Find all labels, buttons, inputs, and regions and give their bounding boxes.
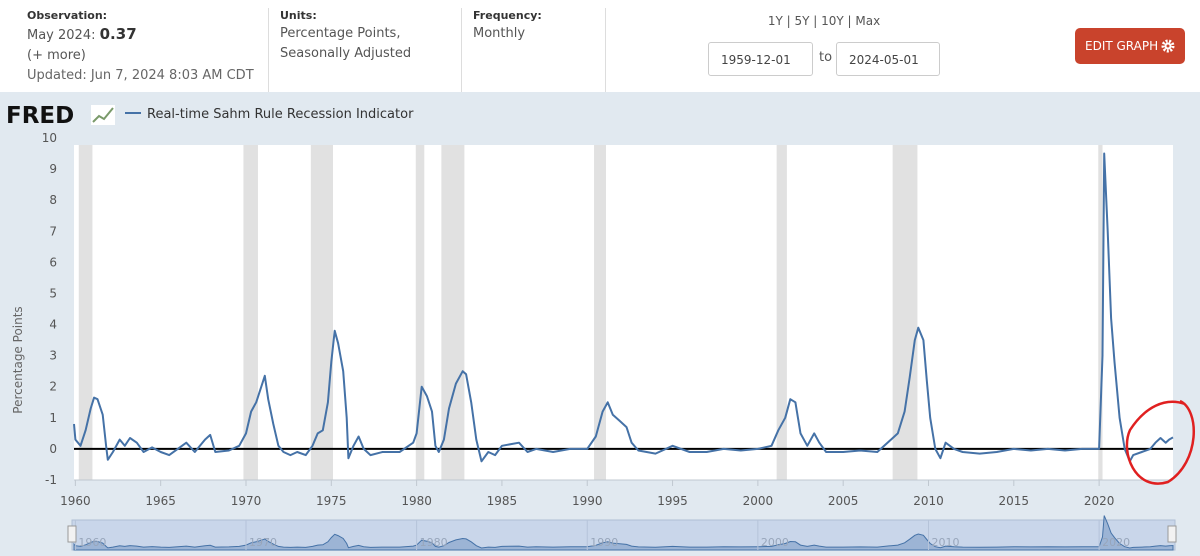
x-tick-label: 1995 [657, 494, 688, 508]
recession-band [594, 145, 607, 480]
y-tick-label: 7 [49, 224, 57, 238]
navigator-label: 1980 [420, 536, 448, 549]
y-tick-label: 1 [49, 411, 57, 425]
recession-band [1098, 145, 1103, 480]
header: Observation: May 2024: 0.37 (+ more) Upd… [0, 0, 1200, 92]
y-tick-label: 2 [49, 380, 57, 394]
recession-band [78, 145, 93, 480]
fred-logo: FRED [6, 103, 74, 129]
button-label: EDIT GRAPH [1085, 39, 1159, 53]
x-tick-label: 2005 [828, 494, 859, 508]
x-tick-label: 2020 [1084, 494, 1115, 508]
label: Units: [280, 9, 317, 22]
y-tick-label: 8 [49, 193, 57, 207]
more-link[interactable]: (+ more) [27, 48, 86, 63]
recession-band [776, 145, 787, 480]
y-tick-label: 3 [49, 349, 57, 363]
updated: Updated: Jun 7, 2024 8:03 AM CDT [27, 68, 254, 83]
edit-graph-button[interactable]: EDIT GRAPH [1075, 28, 1185, 64]
x-tick-label: 1990 [572, 494, 603, 508]
navigator-label: 1990 [590, 536, 618, 549]
separator [605, 8, 606, 92]
navigator-label: 2020 [1102, 536, 1130, 549]
recession-band [415, 145, 425, 480]
y-tick-label: 9 [49, 162, 57, 176]
series-line [73, 152, 1174, 463]
x-tick-label: 1965 [145, 494, 176, 508]
x-tick-label: 1970 [231, 494, 262, 508]
y-tick-label: 10 [42, 131, 57, 145]
observation-line: May 2024: 0.37 [27, 24, 254, 46]
navigator-area [73, 515, 1174, 551]
legend-label: Real-time Sahm Rule Recession Indicator [147, 107, 414, 122]
recession-band [243, 145, 258, 480]
value: 0.37 [99, 25, 137, 43]
x-tick-label: 1960 [60, 494, 91, 508]
date: May 2024: [27, 28, 96, 43]
chart: FRED Real-time Sahm Rule Recession Indic… [0, 92, 1200, 556]
separator [461, 8, 462, 92]
y-tick-label: -1 [45, 473, 57, 487]
observation: Observation: May 2024: 0.37 (+ more) Upd… [27, 8, 254, 86]
navigator-label: 1960 [78, 536, 106, 549]
x-tick-label: 2010 [913, 494, 944, 508]
separator [268, 8, 269, 92]
range-links[interactable]: 1Y | 5Y | 10Y | Max [767, 14, 881, 28]
x-tick-label: 1975 [316, 494, 347, 508]
navigator-handle[interactable] [1167, 525, 1177, 543]
y-tick-label: 0 [49, 442, 57, 456]
to-label: to [819, 50, 833, 65]
annotation-circle [1125, 399, 1195, 485]
y-tick-label: 5 [49, 286, 57, 300]
recession-band [441, 145, 465, 480]
units-line: Percentage Points, [280, 26, 401, 41]
plot-area [74, 145, 1173, 480]
navigator-label: 2010 [931, 536, 959, 549]
frequency-value: Monthly [473, 26, 526, 41]
label: Frequency: [473, 9, 542, 22]
frequency: Frequency: Monthly [473, 8, 542, 44]
y-tick-label: 6 [49, 255, 57, 269]
recession-band [892, 145, 918, 480]
x-tick-label: 2015 [999, 494, 1030, 508]
navigator-label: 2000 [761, 536, 789, 549]
logo-icon [91, 105, 115, 125]
gear-icon [1161, 39, 1175, 53]
end-date-input[interactable]: 2024-05-01 [836, 42, 940, 76]
label: Observation: [27, 9, 108, 22]
navigator-handle[interactable] [67, 525, 77, 543]
start-date-input[interactable]: 1959-12-01 [708, 42, 813, 76]
x-tick-label: 1980 [401, 494, 432, 508]
x-tick-label: 1985 [487, 494, 518, 508]
units: Units: Percentage Points, Seasonally Adj… [280, 8, 411, 64]
units-line: Seasonally Adjusted [280, 46, 412, 61]
x-tick-label: 2000 [743, 494, 774, 508]
navigator-label: 1970 [249, 536, 277, 549]
y-axis-label: Percentage Points [11, 306, 25, 413]
y-tick-label: 4 [49, 318, 57, 332]
